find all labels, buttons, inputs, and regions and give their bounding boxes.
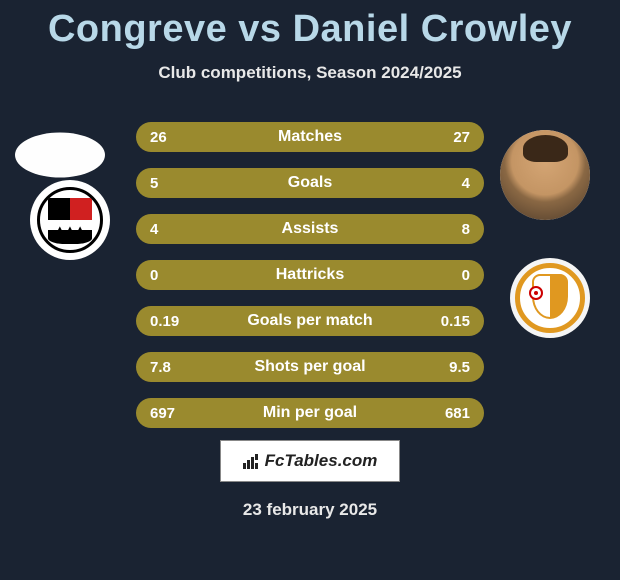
face-icon — [500, 130, 590, 220]
stat-row: 26 Matches 27 — [136, 122, 484, 152]
player-left-avatar — [15, 133, 105, 178]
stat-value-left: 0.19 — [150, 313, 190, 330]
player-right-avatar — [500, 130, 590, 220]
mkdons-shield-icon — [515, 263, 585, 333]
stat-row: 5 Goals 4 — [136, 168, 484, 198]
stat-label: Shots per goal — [254, 358, 365, 376]
stats-container: 26 Matches 27 5 Goals 4 4 Assists 8 0 Hattricks 0 0.… — [136, 122, 484, 444]
page-title: Congreve vs Daniel Crowley — [0, 0, 620, 51]
stat-value-right: 8 — [430, 221, 470, 238]
stat-row: 4 Assists 8 — [136, 214, 484, 244]
stat-label: Min per goal — [263, 404, 357, 422]
subtitle: Club competitions, Season 2024/2025 — [0, 63, 620, 83]
bars-icon — [243, 453, 261, 469]
club-badge-right — [510, 258, 590, 338]
stat-row: 0.19 Goals per match 0.15 — [136, 306, 484, 336]
stat-row: 697 Min per goal 681 — [136, 398, 484, 428]
stat-row: 7.8 Shots per goal 9.5 — [136, 352, 484, 382]
fctables-logo[interactable]: FcTables.com — [220, 440, 400, 482]
bromley-shield-icon: ▲ ▲ ▲ — [37, 187, 103, 253]
stat-value-left: 0 — [150, 267, 190, 284]
stat-value-right: 27 — [430, 129, 470, 146]
stat-value-left: 26 — [150, 129, 190, 146]
stat-value-right: 0.15 — [430, 313, 470, 330]
stat-value-left: 5 — [150, 175, 190, 192]
stat-value-left: 4 — [150, 221, 190, 238]
stat-label: Assists — [282, 220, 339, 238]
stat-label: Hattricks — [276, 266, 344, 284]
logo-text: FcTables.com — [265, 451, 378, 471]
stat-label: Goals per match — [247, 312, 372, 330]
stat-value-right: 681 — [430, 405, 470, 422]
stat-value-right: 4 — [430, 175, 470, 192]
stat-label: Goals — [288, 174, 332, 192]
stat-label: Matches — [278, 128, 342, 146]
stat-value-left: 7.8 — [150, 359, 190, 376]
date-label: 23 february 2025 — [243, 500, 377, 520]
stat-value-right: 9.5 — [430, 359, 470, 376]
stat-value-left: 697 — [150, 405, 190, 422]
club-badge-left: ▲ ▲ ▲ — [30, 180, 110, 260]
stat-value-right: 0 — [430, 267, 470, 284]
stat-row: 0 Hattricks 0 — [136, 260, 484, 290]
